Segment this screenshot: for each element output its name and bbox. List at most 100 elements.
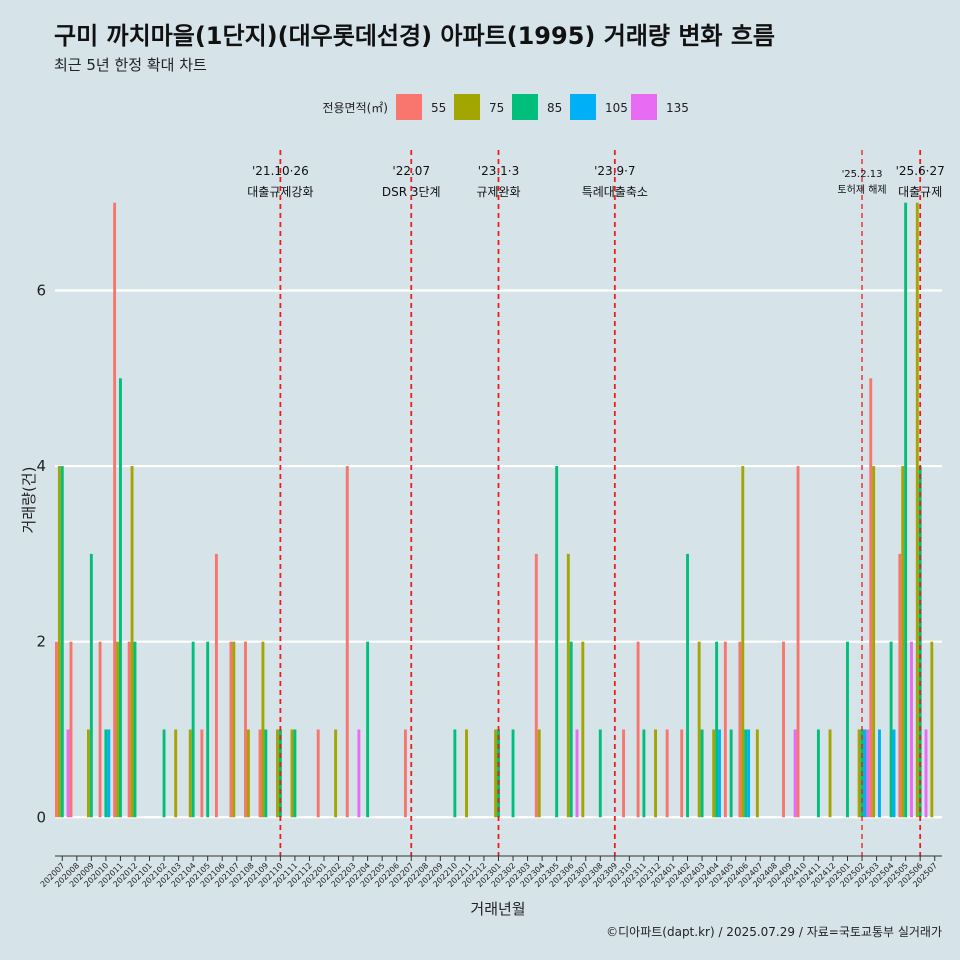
legend-swatch bbox=[396, 94, 422, 120]
bar bbox=[755, 729, 759, 818]
bar bbox=[162, 729, 166, 818]
event-date: '25.6·27 bbox=[896, 164, 945, 178]
y-tick-label: 6 bbox=[36, 281, 46, 299]
bar bbox=[98, 641, 102, 818]
event-date: '23.1·3 bbox=[478, 164, 519, 178]
bar bbox=[918, 466, 922, 818]
bar bbox=[113, 202, 117, 818]
bar bbox=[892, 729, 896, 818]
bar bbox=[246, 729, 250, 818]
bar bbox=[244, 641, 247, 818]
x-axis: 2020072020082020092020102020112020122021… bbox=[39, 855, 942, 889]
bar bbox=[334, 729, 338, 818]
bar bbox=[261, 641, 265, 818]
bar bbox=[232, 641, 236, 818]
bar bbox=[264, 729, 268, 818]
bar bbox=[680, 729, 684, 818]
bar bbox=[107, 729, 111, 818]
bar bbox=[345, 466, 349, 818]
bar bbox=[116, 641, 119, 818]
bar bbox=[403, 729, 407, 818]
bar bbox=[898, 553, 902, 818]
legend-label: 105 bbox=[605, 101, 628, 115]
bar bbox=[816, 729, 820, 818]
bars bbox=[55, 202, 934, 818]
bar bbox=[796, 466, 800, 818]
legend-label: 135 bbox=[666, 101, 689, 115]
legend: 전용면적(㎡) 55 75 85 105 135 bbox=[322, 94, 689, 120]
event-date: '25.2.13 bbox=[842, 169, 883, 180]
bar bbox=[901, 466, 905, 818]
bar bbox=[57, 466, 61, 818]
bar bbox=[738, 641, 742, 818]
bar bbox=[366, 641, 370, 818]
bar bbox=[700, 729, 704, 818]
bar bbox=[828, 729, 832, 818]
legend-swatch bbox=[570, 94, 596, 120]
bar bbox=[723, 641, 727, 818]
event-label: DSR 3단계 bbox=[382, 185, 441, 199]
bar bbox=[866, 729, 870, 818]
bar bbox=[744, 729, 748, 818]
bar bbox=[537, 729, 541, 818]
bar bbox=[869, 378, 873, 818]
bar bbox=[863, 729, 867, 818]
bar bbox=[622, 729, 626, 818]
y-tick-label: 0 bbox=[36, 808, 46, 826]
bar bbox=[127, 641, 131, 818]
bar bbox=[575, 729, 579, 818]
legend-label: 55 bbox=[431, 101, 446, 115]
event-date: '22.07 bbox=[392, 164, 430, 178]
bar bbox=[924, 729, 928, 818]
bar bbox=[276, 729, 279, 818]
bar bbox=[569, 641, 573, 818]
bar bbox=[89, 553, 93, 818]
bar bbox=[747, 729, 751, 818]
legend-swatch bbox=[454, 94, 480, 120]
bar bbox=[465, 729, 468, 818]
y-axis-label: 거래량(건) bbox=[20, 467, 38, 534]
bar bbox=[316, 729, 320, 818]
bar bbox=[697, 641, 701, 818]
bar bbox=[904, 202, 908, 818]
bar bbox=[889, 641, 893, 818]
bar bbox=[642, 729, 646, 818]
event-date: '23.9·7 bbox=[594, 164, 635, 178]
bar bbox=[188, 729, 192, 818]
bar bbox=[453, 729, 457, 818]
bar bbox=[200, 729, 204, 818]
bar bbox=[857, 729, 861, 818]
bar bbox=[494, 729, 498, 818]
bar bbox=[60, 466, 64, 818]
legend-swatch bbox=[631, 94, 657, 120]
bar bbox=[718, 729, 721, 818]
bar bbox=[729, 729, 733, 818]
bar bbox=[636, 641, 640, 818]
bar bbox=[69, 641, 73, 818]
bar bbox=[846, 641, 849, 818]
legend-swatch bbox=[512, 94, 538, 120]
bar bbox=[712, 729, 716, 818]
event-label: 특례대출축소 bbox=[582, 185, 648, 199]
bar bbox=[130, 466, 134, 818]
bar bbox=[86, 729, 90, 818]
y-tick-label: 4 bbox=[36, 457, 46, 475]
y-axis: 0 2 4 6 bbox=[36, 281, 46, 826]
bar bbox=[598, 729, 602, 818]
event-label: 규제완화 bbox=[476, 185, 520, 199]
bar bbox=[566, 553, 570, 818]
bar bbox=[104, 729, 108, 818]
bar bbox=[229, 641, 233, 818]
bar bbox=[290, 729, 294, 818]
bar bbox=[133, 641, 137, 818]
event-label: 대출규제 bbox=[898, 185, 942, 199]
bar bbox=[665, 729, 669, 818]
bar bbox=[915, 202, 919, 818]
bar bbox=[581, 641, 585, 818]
event-date: '21.10·26 bbox=[252, 164, 309, 178]
caption: ©디아파트(dapt.kr) / 2025.07.29 / 자료=국토교통부 실… bbox=[606, 925, 942, 939]
bar bbox=[555, 466, 559, 818]
event-label: 대출규제강화 bbox=[247, 185, 313, 199]
bar bbox=[654, 729, 657, 818]
bar bbox=[118, 378, 122, 818]
